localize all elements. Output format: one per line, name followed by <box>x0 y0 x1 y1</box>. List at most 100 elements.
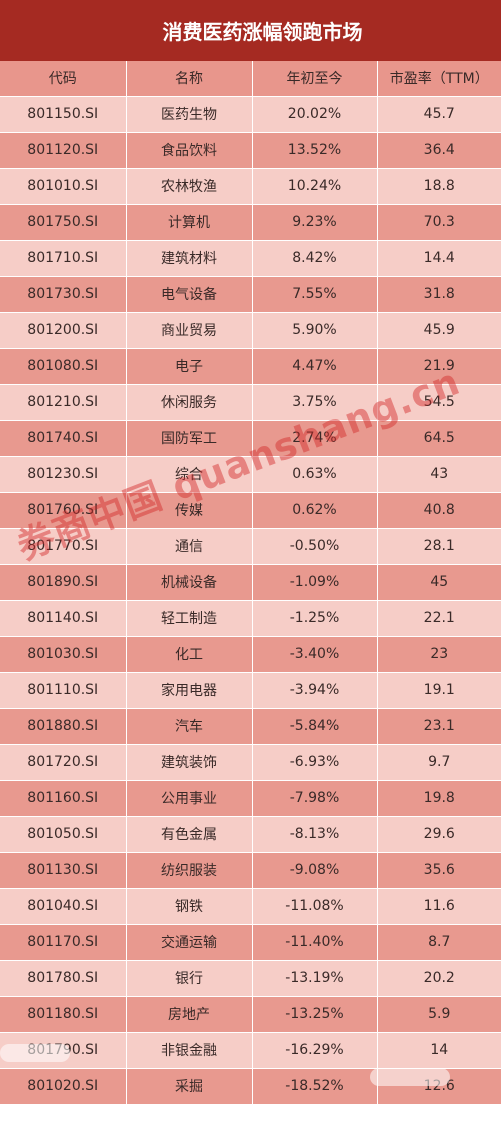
cell-code: 801170.SI <box>0 924 127 961</box>
cell-code: 801130.SI <box>0 852 127 889</box>
page-title: 消费医药涨幅领跑市场 <box>162 20 363 44</box>
cell-code: 801160.SI <box>0 780 127 817</box>
cell-name: 休闲服务 <box>126 384 253 421</box>
cell-pe: 8.7 <box>377 924 501 961</box>
cell-ytd: -13.25% <box>252 996 378 1033</box>
cell-ytd: -3.94% <box>252 672 378 709</box>
cell-ytd: 13.52% <box>252 132 378 169</box>
table-row: 801080.SI 电子 4.47% 21.9 <box>0 348 501 385</box>
column-header-code: 代码 <box>0 61 127 97</box>
cell-name: 纺织服装 <box>126 852 253 889</box>
cell-name: 计算机 <box>126 204 253 241</box>
cell-code: 801050.SI <box>0 816 127 853</box>
cell-ytd: 4.47% <box>252 348 378 385</box>
cell-pe: 31.8 <box>377 276 501 313</box>
cell-name: 建筑材料 <box>126 240 253 277</box>
cell-ytd: 5.90% <box>252 312 378 349</box>
table-row: 801050.SI 有色金属 -8.13% 29.6 <box>0 816 501 853</box>
table-row: 801120.SI 食品饮料 13.52% 36.4 <box>0 132 501 169</box>
cell-name: 传媒 <box>126 492 253 529</box>
cell-pe: 29.6 <box>377 816 501 853</box>
cell-name: 有色金属 <box>126 816 253 853</box>
cell-ytd: 2.74% <box>252 420 378 457</box>
cell-name: 电气设备 <box>126 276 253 313</box>
cell-name: 采掘 <box>126 1068 253 1105</box>
cell-pe: 12.6 <box>377 1068 501 1105</box>
cell-code: 801120.SI <box>0 132 127 169</box>
cell-code: 801150.SI <box>0 96 127 133</box>
cell-pe: 36.4 <box>377 132 501 169</box>
cell-code: 801010.SI <box>0 168 127 205</box>
cell-ytd: 0.62% <box>252 492 378 529</box>
cell-ytd: 7.55% <box>252 276 378 313</box>
cell-pe: 35.6 <box>377 852 501 889</box>
table-row: 801140.SI 轻工制造 -1.25% 22.1 <box>0 600 501 637</box>
cell-ytd: -6.93% <box>252 744 378 781</box>
cell-name: 交通运输 <box>126 924 253 961</box>
cell-ytd: 0.63% <box>252 456 378 493</box>
table-row: 801170.SI 交通运输 -11.40% 8.7 <box>0 924 501 961</box>
cell-pe: 43 <box>377 456 501 493</box>
cell-name: 食品饮料 <box>126 132 253 169</box>
cell-code: 801180.SI <box>0 996 127 1033</box>
cell-pe: 14.4 <box>377 240 501 277</box>
cell-pe: 70.3 <box>377 204 501 241</box>
cell-pe: 45 <box>377 564 501 601</box>
cell-pe: 23 <box>377 636 501 673</box>
column-header-name: 名称 <box>126 61 253 97</box>
cell-ytd: 3.75% <box>252 384 378 421</box>
cell-code: 801110.SI <box>0 672 127 709</box>
cell-code: 801140.SI <box>0 600 127 637</box>
cell-ytd: -11.40% <box>252 924 378 961</box>
table-row: 801180.SI 房地产 -13.25% 5.9 <box>0 996 501 1033</box>
cell-ytd: 9.23% <box>252 204 378 241</box>
cell-name: 综合 <box>126 456 253 493</box>
table-row: 801150.SI 医药生物 20.02% 45.7 <box>0 96 501 133</box>
cell-pe: 28.1 <box>377 528 501 565</box>
cell-code: 801030.SI <box>0 636 127 673</box>
cell-code: 801750.SI <box>0 204 127 241</box>
cell-code: 801230.SI <box>0 456 127 493</box>
cell-pe: 19.8 <box>377 780 501 817</box>
cell-pe: 45.7 <box>377 96 501 133</box>
table-body: 801150.SI 医药生物 20.02% 45.7 801120.SI 食品饮料 13.5… <box>0 96 501 1105</box>
cell-name: 银行 <box>126 960 253 997</box>
cell-code: 801770.SI <box>0 528 127 565</box>
cell-name: 商业贸易 <box>126 312 253 349</box>
cell-ytd: 8.42% <box>252 240 378 277</box>
cell-ytd: -3.40% <box>252 636 378 673</box>
table-row: 801010.SI 农林牧渔 10.24% 18.8 <box>0 168 501 205</box>
cell-pe: 54.5 <box>377 384 501 421</box>
column-header-pe: 市盈率（TTM） <box>377 61 501 97</box>
table-row: 801780.SI 银行 -13.19% 20.2 <box>0 960 501 997</box>
cell-code: 801760.SI <box>0 492 127 529</box>
table-row: 801030.SI 化工 -3.40% 23 <box>0 636 501 673</box>
table-row: 801770.SI 通信 -0.50% 28.1 <box>0 528 501 565</box>
cell-name: 通信 <box>126 528 253 565</box>
cell-pe: 22.1 <box>377 600 501 637</box>
table-row: 801890.SI 机械设备 -1.09% 45 <box>0 564 501 601</box>
table-row: 801230.SI 综合 0.63% 43 <box>0 456 501 493</box>
cell-code: 801740.SI <box>0 420 127 457</box>
cell-name: 汽车 <box>126 708 253 745</box>
table-row: 801200.SI 商业贸易 5.90% 45.9 <box>0 312 501 349</box>
cell-name: 机械设备 <box>126 564 253 601</box>
cell-pe: 21.9 <box>377 348 501 385</box>
cell-ytd: 10.24% <box>252 168 378 205</box>
cell-ytd: -8.13% <box>252 816 378 853</box>
cell-pe: 18.8 <box>377 168 501 205</box>
cell-name: 房地产 <box>126 996 253 1033</box>
cell-pe: 23.1 <box>377 708 501 745</box>
cell-name: 轻工制造 <box>126 600 253 637</box>
cell-ytd: -1.25% <box>252 600 378 637</box>
cell-code: 801780.SI <box>0 960 127 997</box>
cell-ytd: 20.02% <box>252 96 378 133</box>
cell-ytd: -1.09% <box>252 564 378 601</box>
cell-name: 国防军工 <box>126 420 253 457</box>
table-row: 801210.SI 休闲服务 3.75% 54.5 <box>0 384 501 421</box>
cell-ytd: -7.98% <box>252 780 378 817</box>
cell-pe: 20.2 <box>377 960 501 997</box>
cell-name: 家用电器 <box>126 672 253 709</box>
cell-name: 医药生物 <box>126 96 253 133</box>
